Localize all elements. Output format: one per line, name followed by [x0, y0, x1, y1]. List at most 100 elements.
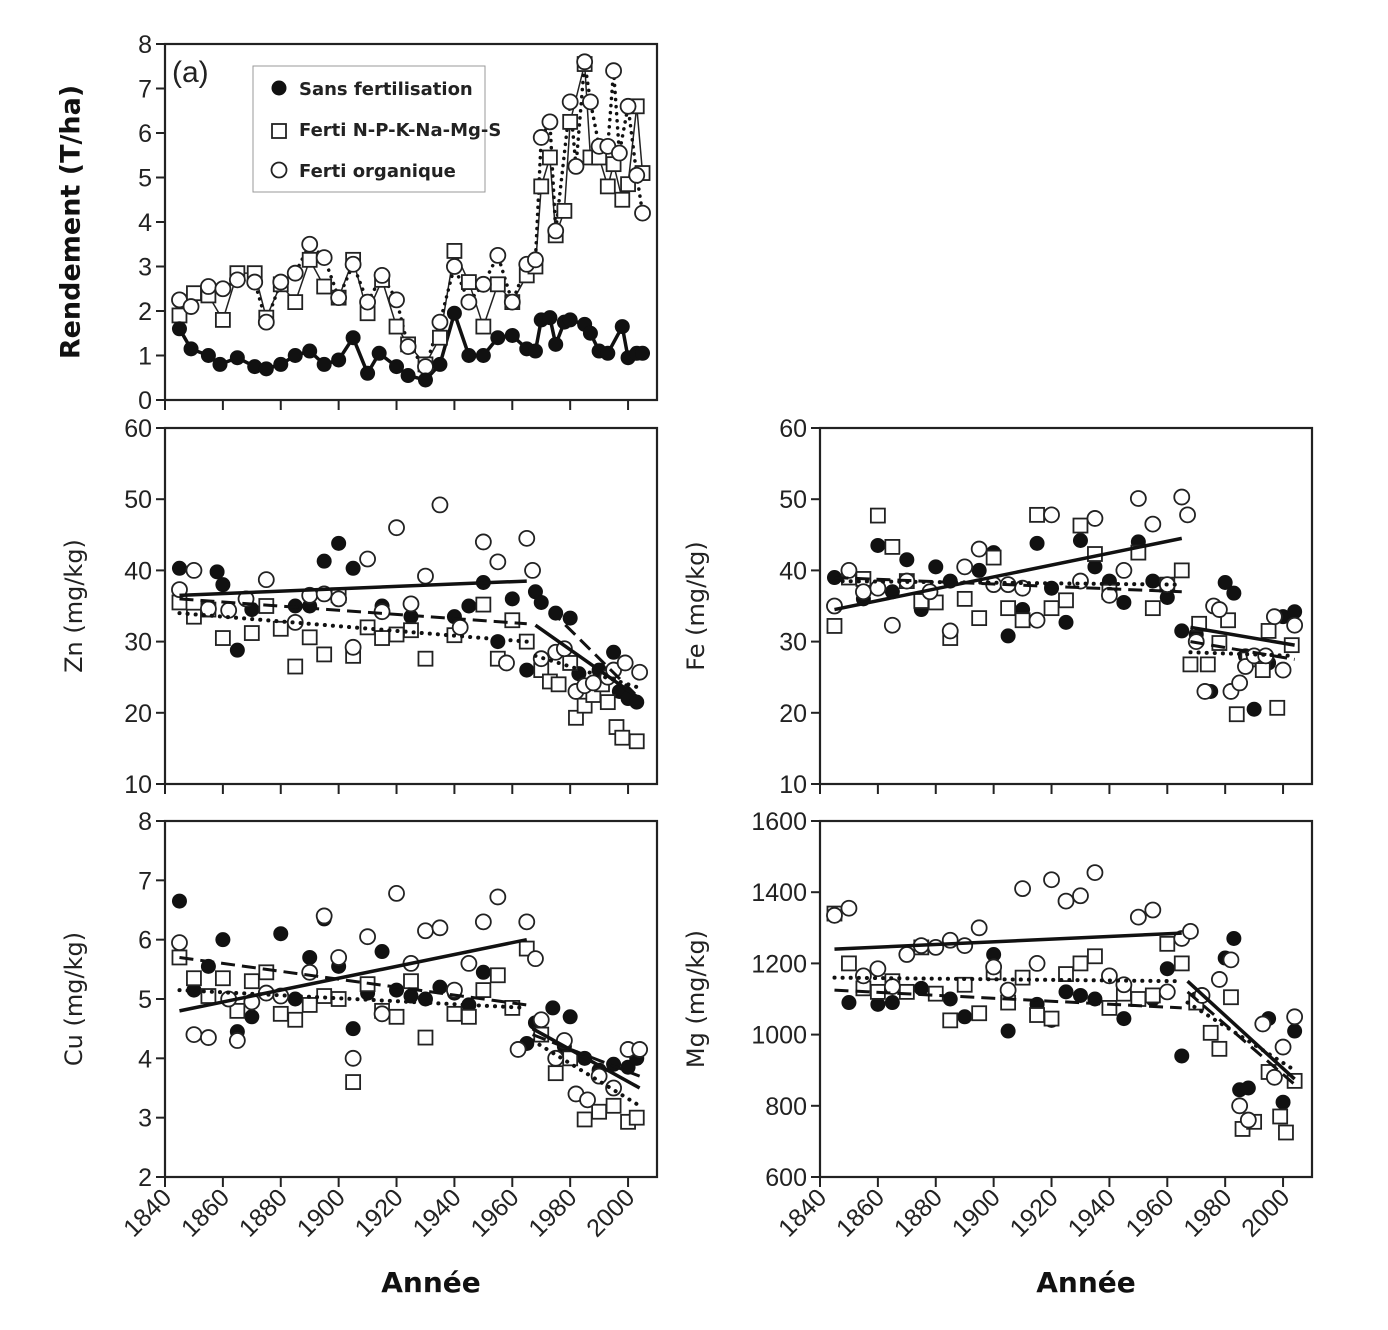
x-tick-label: 1900 [947, 1183, 1006, 1242]
trend-line [834, 536, 1183, 612]
data-point [301, 629, 318, 646]
data-point [1072, 987, 1088, 1003]
data-point [899, 552, 915, 568]
y-tick-label: 10 [779, 771, 807, 799]
data-point [316, 356, 332, 372]
data-point [331, 352, 347, 368]
data-point [841, 995, 857, 1011]
data-point [247, 359, 263, 375]
data-point [431, 496, 449, 514]
trend-line [534, 594, 641, 700]
data-point [360, 365, 376, 381]
data-point [302, 949, 318, 965]
data-point [562, 113, 579, 130]
trend-line [534, 623, 641, 700]
data-point [542, 149, 558, 166]
data-point [374, 630, 390, 646]
y-tick-label: 30 [124, 629, 152, 657]
data-point [388, 1008, 405, 1025]
data-point [599, 178, 616, 195]
panel-cu: 2 3 4 5 6 7 8 184018601880190019201940196019802… [60, 808, 659, 1299]
data-point [519, 662, 535, 678]
data-point [171, 893, 187, 909]
data-point [1058, 984, 1074, 1000]
data-point [619, 97, 637, 115]
data-point [999, 981, 1017, 999]
data-point [344, 1049, 362, 1067]
data-point [359, 550, 376, 568]
data-point [576, 1111, 593, 1128]
data-point [884, 539, 901, 555]
data-point [474, 913, 492, 931]
data-point [432, 329, 448, 346]
data-point [1158, 983, 1176, 1001]
data-point [548, 336, 564, 352]
trend-line [531, 1027, 641, 1090]
y-tick-label: 7 [138, 76, 152, 104]
legend-marker [271, 80, 287, 96]
y-tick-label: 50 [779, 486, 807, 514]
data-point [475, 964, 491, 980]
data-point [870, 996, 886, 1012]
data-point [258, 361, 274, 377]
data-point [898, 983, 915, 1000]
data-point [541, 113, 559, 131]
panel-mg: 6008001000120014001600184018601880190019… [682, 808, 1314, 1299]
data-point [884, 995, 900, 1011]
data-point [1173, 562, 1190, 579]
data-point [957, 1009, 973, 1025]
data-point [489, 888, 507, 906]
x-tick-label: 1980 [523, 1183, 582, 1242]
data-point [1174, 1048, 1190, 1064]
y-tick-label: 1000 [751, 1022, 807, 1050]
data-point [214, 970, 231, 987]
data-point [970, 919, 988, 937]
plot-frame [163, 426, 659, 786]
data-point [1217, 575, 1233, 591]
data-point [1130, 991, 1147, 1007]
data-point [272, 620, 289, 637]
data-point [498, 654, 515, 672]
data-point [229, 350, 245, 366]
x-tick-label: 1960 [1120, 1183, 1179, 1242]
data-point [985, 549, 1002, 566]
data-point [504, 591, 520, 607]
x-tick-label: 1860 [176, 1183, 235, 1242]
data-point [1278, 1124, 1294, 1141]
data-point [214, 630, 231, 646]
data-point [1058, 614, 1074, 630]
data-point [287, 658, 304, 675]
data-point [315, 907, 333, 925]
data-point [286, 613, 304, 631]
data-point [1057, 892, 1075, 910]
data-point [286, 264, 304, 282]
data-point [400, 368, 416, 384]
data-point [301, 963, 319, 981]
data-point [489, 553, 507, 571]
data-point [631, 1041, 649, 1058]
data-point [1058, 592, 1074, 609]
data-point [186, 608, 202, 625]
data-point [214, 311, 231, 328]
data-point [171, 560, 187, 576]
plot-frame [163, 819, 659, 1179]
data-point [614, 191, 631, 208]
data-point [344, 638, 362, 656]
data-point [582, 325, 598, 341]
legend-marker [270, 161, 288, 179]
y-tick-label: 10 [124, 771, 152, 799]
data-point [272, 1005, 289, 1022]
y-tick-label: 20 [124, 700, 152, 728]
trend-line [834, 576, 1182, 594]
data-point [1000, 628, 1016, 644]
data-point [956, 590, 973, 607]
data-point [869, 507, 886, 524]
data-point [1159, 935, 1176, 952]
data-point [287, 1011, 304, 1028]
data-point [374, 944, 390, 960]
data-point [582, 93, 599, 111]
data-point [345, 330, 361, 346]
data-point [1043, 871, 1060, 889]
y-tick-label: 60 [779, 415, 807, 443]
data-point [1211, 1040, 1228, 1057]
